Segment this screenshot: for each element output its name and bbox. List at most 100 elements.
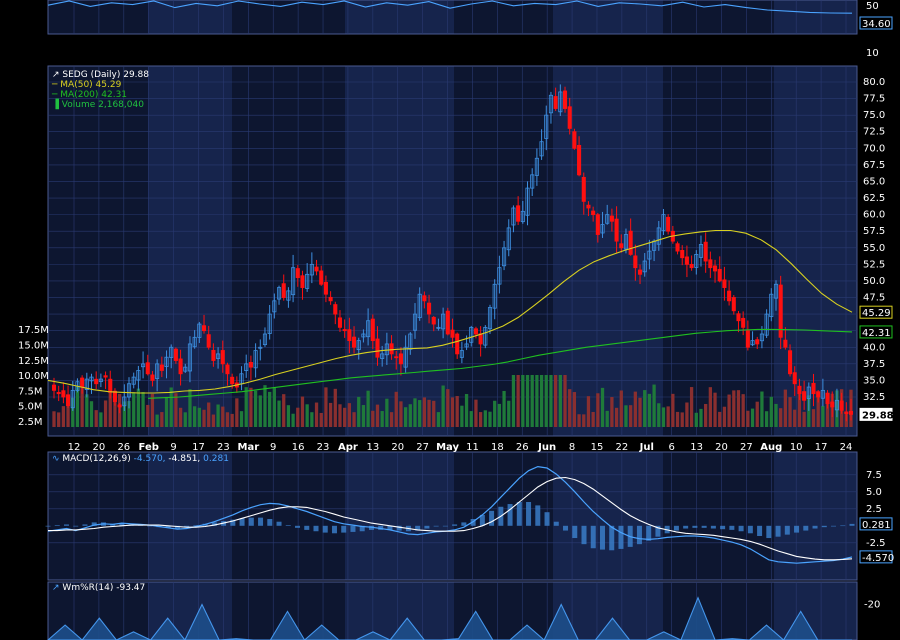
macd-histogram-bar <box>572 525 578 539</box>
williams-panel-border <box>47 581 858 640</box>
candle-body <box>656 227 661 245</box>
volume-bar <box>127 401 131 427</box>
candle-body <box>745 330 750 348</box>
x-tick-label: May <box>436 442 459 453</box>
macd-histogram-bar <box>387 525 393 530</box>
volume-bar <box>699 408 703 427</box>
candle-body <box>94 378 99 385</box>
volume-bar <box>539 375 544 427</box>
legend-symbol: ↗ SEDG (Daily) 29.88 <box>52 70 149 80</box>
volume-bar <box>643 390 647 427</box>
price-tick-label: 62.5 <box>863 193 885 204</box>
volume-bar <box>596 393 600 427</box>
volume-bar <box>188 389 192 427</box>
candle-body <box>473 328 478 335</box>
candle-body <box>778 284 783 338</box>
volume-bar <box>94 410 98 427</box>
candle-body <box>609 215 614 222</box>
candle-body <box>591 210 596 216</box>
volume-bar <box>352 412 356 427</box>
x-tick-label: 20 <box>715 442 728 453</box>
volume-bar <box>314 402 319 427</box>
candle-body <box>337 317 343 328</box>
candlesticks <box>51 84 854 422</box>
volume-bar <box>310 412 314 427</box>
macd-histogram-bar <box>821 525 827 528</box>
candle-body <box>366 320 371 338</box>
candle-body <box>112 390 117 403</box>
candle-body <box>469 326 474 343</box>
ma50-line <box>47 229 853 394</box>
candle-body <box>136 370 141 381</box>
macd-histogram-bar <box>54 525 60 526</box>
macd-value-box <box>859 550 893 564</box>
williams-legend-name: Wm%R(14) <box>62 583 114 593</box>
candle-body <box>600 224 605 234</box>
volume-bar <box>788 397 792 427</box>
candle-body <box>108 378 113 393</box>
macd-histogram-bar <box>581 525 587 545</box>
macd-histogram-bar <box>655 525 661 537</box>
candle-body <box>394 356 399 359</box>
last-price-label-box <box>859 407 893 421</box>
candle-body <box>141 363 146 368</box>
macd-histogram-bar <box>91 522 97 526</box>
price-tick-label: 40.0 <box>863 342 885 353</box>
macd-histogram-value-box <box>859 517 893 531</box>
x-tick-label: 20 <box>391 442 404 453</box>
volume-bar <box>793 409 797 427</box>
ma200-value-label: 42.31 <box>862 328 891 339</box>
candle-body <box>642 260 647 273</box>
volume-bar <box>624 405 628 427</box>
volume-bar <box>164 396 169 427</box>
candle-body <box>797 385 802 395</box>
macd-histogram-bar <box>812 525 818 529</box>
macd-histogram-bar <box>599 525 605 550</box>
candle-body <box>333 304 338 315</box>
candle-body <box>131 376 136 385</box>
candle-body <box>487 307 493 330</box>
macd-histogram-value: 0.281 <box>862 520 891 531</box>
volume-bar <box>549 375 553 427</box>
candle-body <box>773 283 779 299</box>
volume-bar <box>736 390 741 427</box>
williams-legend: ↗ Wm%R(14) -93.47 <box>52 583 145 593</box>
candle-body <box>380 353 385 359</box>
candle-body <box>769 293 774 318</box>
x-tick-label: 6 <box>668 442 674 453</box>
macd-panel-band <box>553 452 663 580</box>
volume-bar <box>113 401 117 427</box>
williams-tick-label: -20 <box>864 600 880 611</box>
macd-panel-band <box>48 452 148 580</box>
candle-body <box>197 323 202 338</box>
macd-histogram-bar <box>507 504 513 526</box>
candle-body <box>445 310 450 335</box>
volume-bar <box>380 411 384 427</box>
ma50-value-label: 45.29 <box>862 308 891 319</box>
williams-panel-band <box>774 582 857 640</box>
volume-bar <box>333 388 337 427</box>
candle-body <box>816 391 821 398</box>
volume-bar <box>779 408 783 427</box>
candle-body <box>764 313 769 336</box>
volume-bar <box>357 396 361 427</box>
candle-body <box>155 363 160 379</box>
macd-histogram-bar <box>368 525 374 530</box>
price-legend: ↗ SEDG (Daily) 29.88 ─ MA(50) 45.29 ─ MA… <box>52 70 149 110</box>
volume-bar <box>633 391 637 427</box>
macd-histogram-bar <box>784 525 790 535</box>
volume-bar <box>253 390 258 427</box>
candle-body <box>80 377 85 388</box>
volume-bar <box>764 411 769 427</box>
price-tick-label: 32.5 <box>863 392 885 403</box>
candle-body <box>70 389 75 409</box>
volume-bar <box>675 411 680 427</box>
candle-body <box>276 287 282 300</box>
volume-bar <box>755 401 759 427</box>
macd-histogram-bar <box>433 525 439 527</box>
volume-bar <box>605 410 609 427</box>
price-tick-label: 35.0 <box>863 375 885 386</box>
candle-body <box>459 350 464 358</box>
macd-legend-macd: -4.570, <box>133 454 166 464</box>
volume-bar <box>193 406 197 427</box>
